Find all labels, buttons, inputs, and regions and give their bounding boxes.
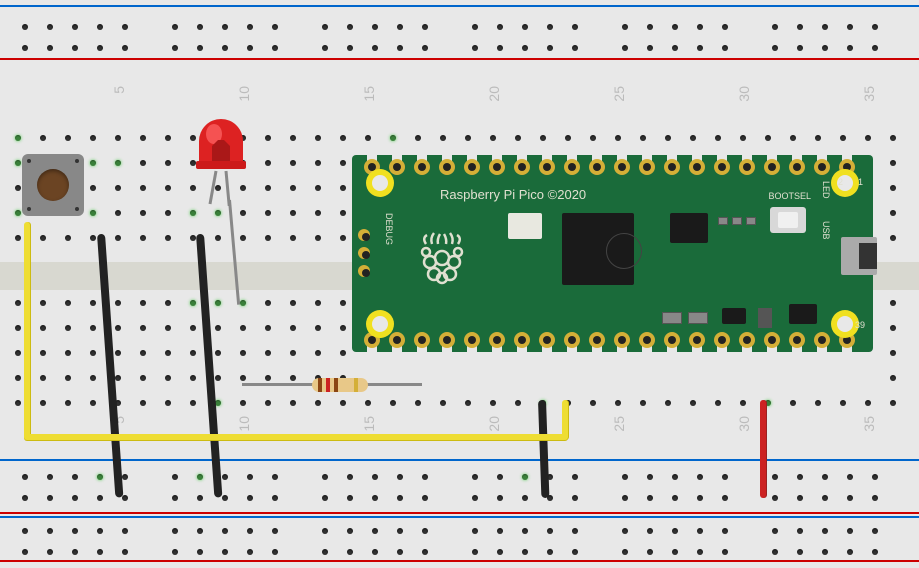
pico-label-led: LED — [821, 181, 831, 199]
resistor-band-4 — [354, 378, 358, 392]
pico-label-1: 1 — [858, 177, 863, 187]
rail-bot-blue — [0, 516, 919, 518]
breadboard: 55101015152020252530303535 — [0, 0, 919, 568]
button-pin — [27, 207, 31, 211]
button-pin — [75, 207, 79, 211]
raspberry-pi-pico: Raspberry Pi Pico ©2020 BOOTSEL LED USB … — [352, 155, 873, 352]
button-pin — [27, 159, 31, 163]
pico-label-bootsel: BOOTSEL — [768, 191, 811, 201]
pico-label-2: 2 — [838, 177, 843, 187]
pushbutton[interactable] — [22, 154, 84, 216]
wire-yellow-right — [562, 400, 568, 440]
flash-chip — [670, 213, 708, 243]
raspberry-logo-icon — [412, 230, 472, 280]
debug-pad — [358, 229, 370, 241]
smd-chip — [722, 308, 746, 324]
resistor — [242, 378, 422, 392]
smd — [758, 308, 772, 328]
rail-mid-blue — [0, 459, 919, 461]
pico-label-39: 39 — [855, 320, 865, 330]
rail-bot-red — [0, 560, 919, 562]
resistor-band-2 — [326, 378, 330, 392]
resistor-lead-right — [366, 383, 422, 386]
smd — [688, 312, 708, 324]
resistor-lead-left — [242, 383, 314, 386]
debug-pad — [358, 247, 370, 259]
led-icon — [196, 116, 246, 206]
pico-title: Raspberry Pi Pico ©2020 — [440, 187, 586, 202]
wire-yellow-horizontal — [24, 434, 568, 440]
button-pin — [75, 159, 79, 163]
pico-label-debug: DEBUG — [384, 213, 394, 245]
mounting-hole — [366, 310, 394, 338]
mounting-hole — [366, 169, 394, 197]
pico-component — [508, 213, 542, 239]
mounting-hole — [831, 169, 859, 197]
rail-mid-red — [0, 512, 919, 514]
rail-top-red — [0, 58, 919, 60]
resistor-band-3 — [334, 378, 338, 392]
pico-label-usb: USB — [821, 221, 831, 240]
smd — [718, 217, 728, 225]
smd-chip — [789, 304, 817, 324]
smd — [732, 217, 742, 225]
debug-pad — [358, 265, 370, 277]
wire-yellow-left — [24, 222, 30, 439]
led — [196, 116, 246, 172]
wire-black-pico — [538, 400, 549, 498]
bootsel-button[interactable] — [770, 207, 806, 233]
wire-red — [760, 400, 766, 498]
usb-connector[interactable] — [841, 237, 877, 275]
rail-top-blue — [0, 5, 919, 7]
smd — [746, 217, 756, 225]
chip-dot — [606, 233, 642, 269]
resistor-body — [312, 378, 368, 392]
resistor-band-1 — [318, 378, 322, 392]
smd — [662, 312, 682, 324]
